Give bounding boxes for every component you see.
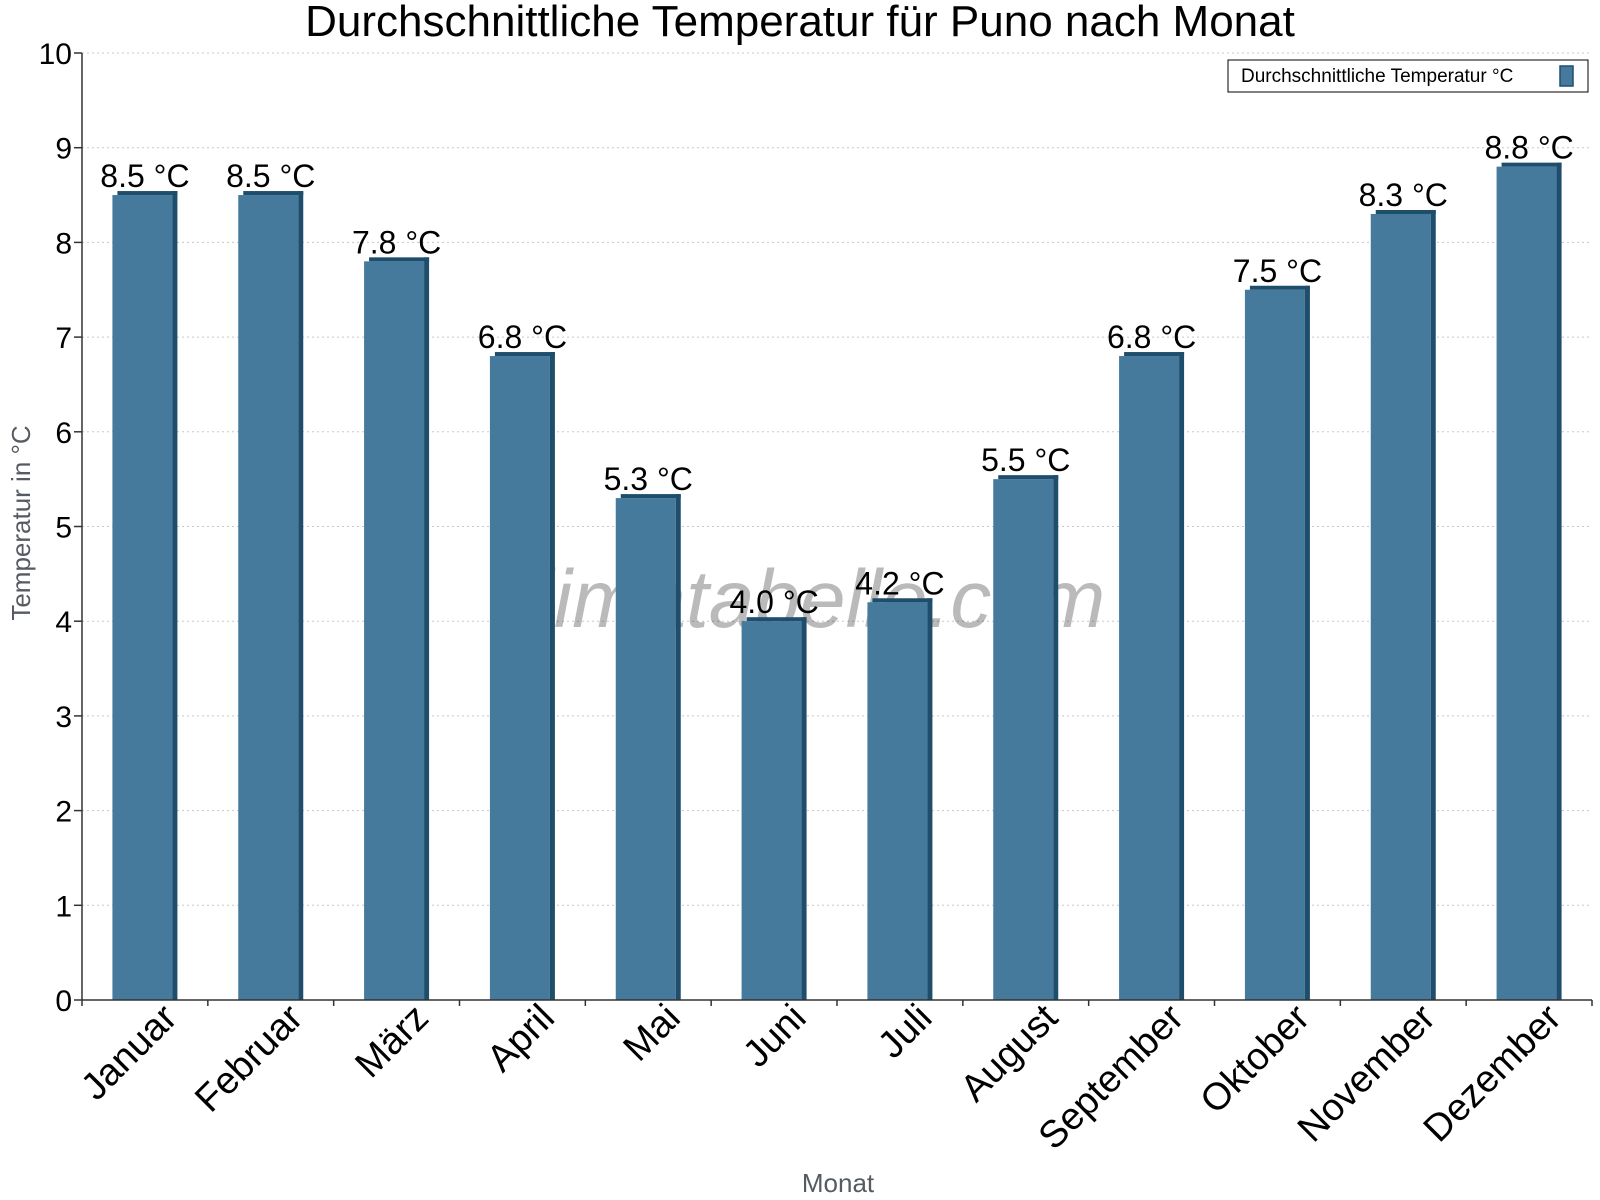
x-tick-label: April	[479, 997, 562, 1080]
x-tick-label: November	[1290, 996, 1444, 1150]
bar-side	[298, 191, 304, 1001]
bar-face	[1119, 356, 1180, 1000]
bar-face	[867, 602, 928, 1000]
y-tick-label: 9	[55, 133, 72, 166]
x-axis-label: Monat	[802, 1168, 875, 1198]
bar-side	[1556, 162, 1562, 1000]
bar-data-label: 5.5 °C	[981, 442, 1070, 478]
bar	[364, 257, 430, 1001]
x-tick-label: Februar	[187, 996, 311, 1120]
x-tick-label: Dezember	[1416, 996, 1570, 1150]
bar-face	[1370, 213, 1431, 1001]
chart-title: Durchschnittliche Temperatur für Puno na…	[305, 0, 1295, 46]
y-tick-label: 2	[55, 796, 72, 829]
bar-data-label: 8.8 °C	[1484, 130, 1573, 166]
bar	[1244, 285, 1310, 1000]
bar-top	[872, 598, 933, 603]
y-tick-label: 1	[55, 890, 72, 923]
bar-face	[615, 498, 676, 1000]
x-tick-label: März	[348, 997, 437, 1086]
bar	[489, 352, 555, 1000]
bars	[112, 162, 1562, 1001]
bar-data-label: 6.8 °C	[1107, 319, 1196, 355]
bar	[1119, 352, 1185, 1000]
legend-swatch	[1559, 65, 1574, 87]
bar-top	[1249, 285, 1310, 290]
bar-data-label: 7.5 °C	[1233, 253, 1322, 289]
bar-data-label: 4.2 °C	[855, 565, 944, 601]
bar-top	[494, 352, 555, 357]
legend-label: Durchschnittliche Temperatur °C	[1241, 66, 1513, 87]
bar	[867, 598, 933, 1000]
bar-top	[243, 191, 304, 196]
bar-top	[369, 257, 430, 262]
bar-face	[993, 479, 1054, 1000]
y-tick-label: 6	[55, 417, 72, 450]
bar-face	[489, 356, 550, 1000]
bar-side	[675, 494, 681, 1000]
y-tick-label: 3	[55, 701, 72, 734]
y-tick-label: 10	[39, 38, 72, 71]
bar-data-label: 8.5 °C	[226, 158, 315, 194]
bar	[112, 191, 178, 1001]
bar-data-label: 8.3 °C	[1359, 177, 1448, 213]
legend-box	[1227, 59, 1589, 93]
bar-face	[741, 621, 802, 1000]
gridlines	[82, 52, 1592, 906]
bar-data-label: 7.8 °C	[352, 224, 441, 260]
x-tick-label: Oktober	[1193, 996, 1319, 1122]
x-tick-label: August	[953, 996, 1067, 1110]
bar-data-label: 6.8 °C	[478, 319, 567, 355]
y-tick-label: 8	[55, 227, 72, 260]
bar-side	[424, 257, 430, 1001]
bar	[238, 191, 304, 1001]
bar-top	[117, 191, 178, 196]
bar	[1496, 162, 1562, 1000]
data-labels: 8.5 °C 8.5 °C 7.8 °C 6.8 °C 5.3 °C 4.0 °C 4.2 …	[100, 130, 1573, 621]
bar-top	[998, 475, 1059, 480]
x-tick-label: Juli	[870, 997, 940, 1067]
bar-top	[1124, 352, 1185, 357]
bar-face	[1244, 289, 1305, 1000]
y-tick-label: 4	[55, 606, 72, 639]
bar	[993, 475, 1059, 1000]
legend[interactable]: Durchschnittliche Temperatur °C	[1227, 59, 1589, 93]
bar	[741, 617, 807, 1000]
bar-top	[746, 617, 807, 622]
bar-face	[364, 261, 425, 1001]
bar-top	[1375, 209, 1436, 214]
bar-side	[1179, 352, 1185, 1000]
bar-data-label: 4.0 °C	[729, 584, 818, 620]
y-tick-label: 5	[55, 512, 72, 545]
bar-side	[927, 598, 933, 1000]
bar-side	[1430, 209, 1436, 1001]
bar	[615, 494, 681, 1000]
y-tick-label: 0	[55, 985, 72, 1018]
bar-top	[620, 494, 681, 499]
bar-face	[238, 195, 299, 1001]
bar-top	[1501, 162, 1562, 167]
x-tick-label: Juni	[735, 997, 814, 1076]
bar-side	[549, 352, 555, 1000]
bar-side	[1304, 285, 1310, 1000]
bar-face	[112, 195, 173, 1001]
y-axis-label: Temperatur in °C	[6, 425, 36, 620]
bar	[1370, 209, 1436, 1001]
x-tick-label: Mai	[616, 997, 689, 1070]
bar-side	[172, 191, 178, 1001]
y-tick-label: 7	[55, 322, 72, 355]
bar-data-label: 5.3 °C	[604, 461, 693, 497]
bar-data-label: 8.5 °C	[100, 158, 189, 194]
bar-side	[1053, 475, 1059, 1000]
bar-face	[1496, 166, 1557, 1000]
x-tick-label: Januar	[73, 996, 185, 1108]
bar-side	[801, 617, 807, 1000]
